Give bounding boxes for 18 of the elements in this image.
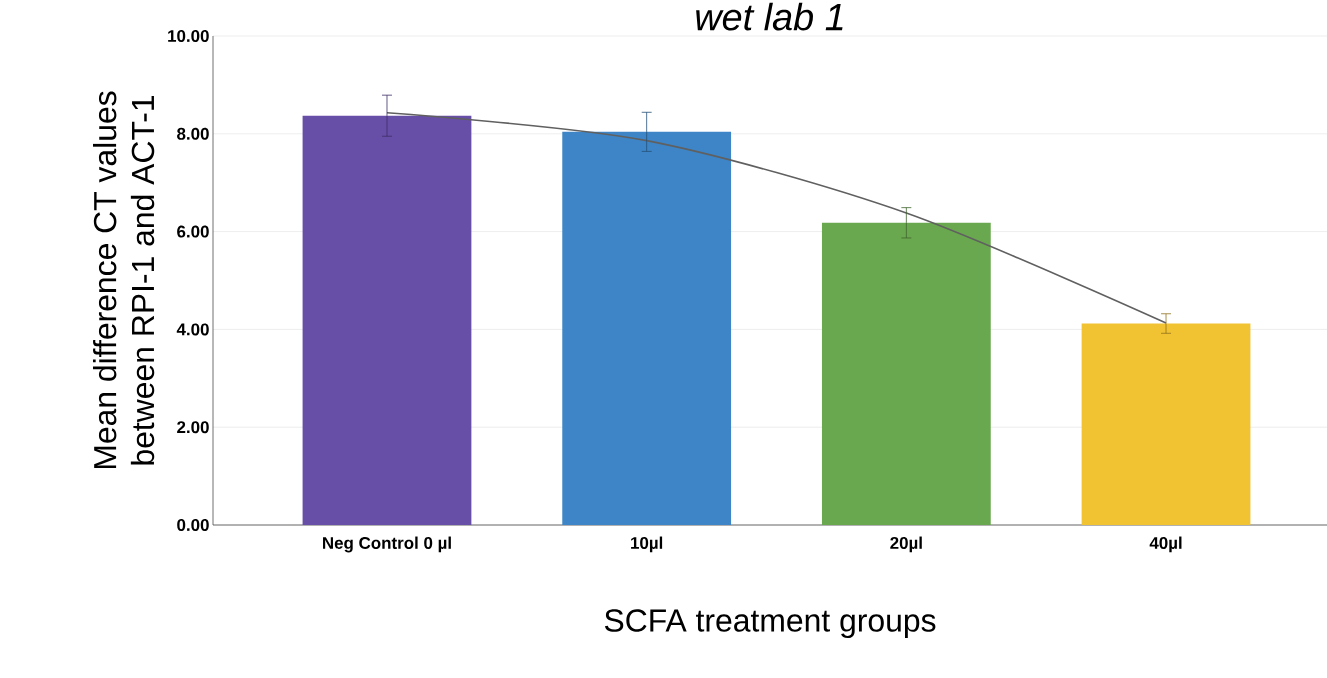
y-tick-label: 0.00 [177,519,209,531]
line-series [386,111,1167,324]
x-tick-label: Neg Control 0 µl [323,536,451,553]
y-tick-label: 2.00 [177,421,209,434]
bar [302,115,472,525]
y-tick-label: 6.00 [177,225,209,238]
chart-title: wet lab 1 [696,2,843,31]
x-tick-label: 20µl [890,536,922,553]
y-tick-label: 4.00 [176,323,209,336]
bar [821,222,991,525]
x-tick-label: 40µl [1149,536,1182,553]
bar [562,131,732,525]
x-axis-title: SCFA treatment groups [604,609,936,639]
x-tick-label: 10µl [631,536,663,553]
bar [1081,323,1251,525]
y-axis-title: Mean difference CT values between RPI-1 and ACT-1 [92,91,155,469]
y-tick-label: 8.00 [177,127,209,140]
y-tick-label: 10.00 [168,30,209,42]
